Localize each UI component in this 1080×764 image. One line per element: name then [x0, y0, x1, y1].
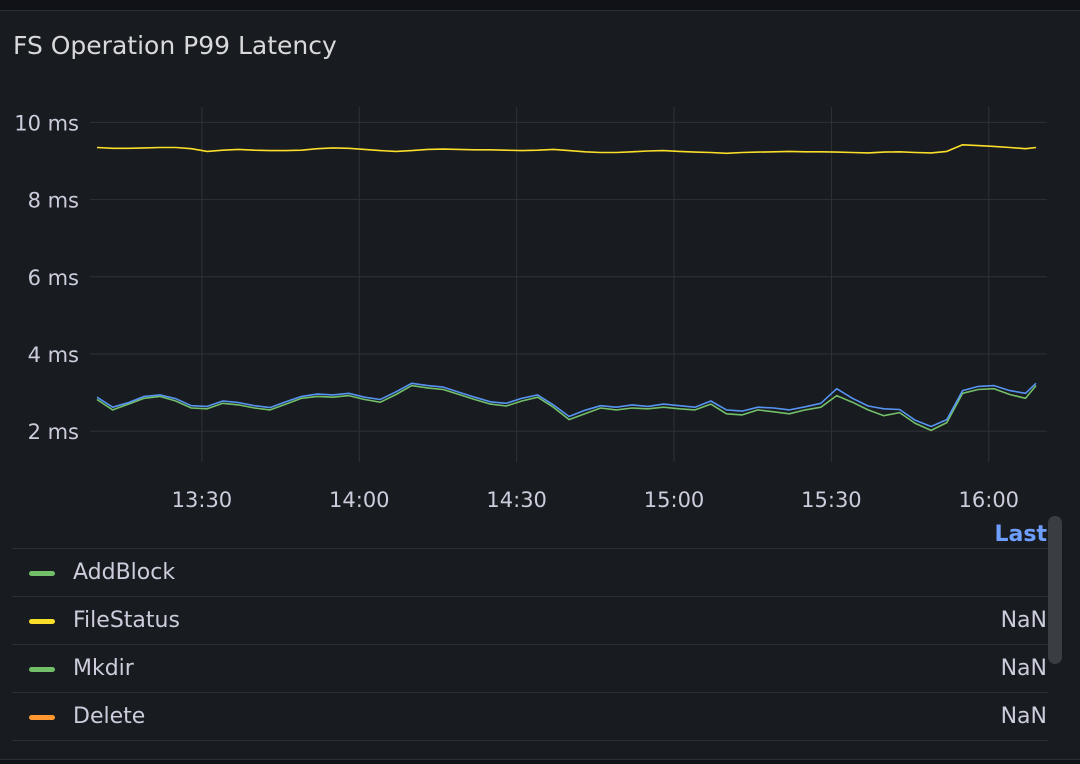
x-tick-label: 15:00: [644, 488, 705, 512]
x-tick-label: 13:30: [172, 488, 233, 512]
legend-label-addblock: AddBlock: [73, 560, 176, 585]
legend-swatch-addblock: [29, 571, 55, 576]
series-line-filestatus: [96, 144, 1037, 155]
legend-scrollbar[interactable]: [1048, 516, 1062, 664]
y-tick-label: 2 ms: [28, 420, 79, 444]
legend-item-filestatus[interactable]: FileStatus NaN: [12, 597, 1048, 645]
legend-last-mkdir: NaN: [1000, 656, 1047, 681]
legend-swatch-filestatus: [29, 619, 55, 624]
legend-label-mkdir: Mkdir: [73, 656, 134, 681]
x-tick-label: 15:30: [801, 488, 862, 512]
legend-last-filestatus: NaN: [1000, 608, 1047, 633]
y-tick-label: 8 ms: [28, 189, 79, 213]
x-tick-label: 14:30: [486, 488, 547, 512]
legend-label-delete: Delete: [73, 704, 146, 729]
chart-panel: FS Operation P99 Latency: [0, 10, 1080, 760]
legend-item-delete[interactable]: Delete NaN: [12, 693, 1048, 741]
legend-table: Last AddBlock FileStatus NaN Mkdir NaN D…: [12, 512, 1048, 741]
legend-item-mkdir[interactable]: Mkdir NaN: [12, 645, 1048, 693]
y-tick-label: 6 ms: [28, 266, 79, 290]
series-line-addblock: [96, 384, 1037, 432]
legend-swatch-mkdir: [29, 667, 55, 672]
y-tick-label: 4 ms: [28, 343, 79, 367]
legend-header: Last: [12, 512, 1048, 549]
y-tick-label: 10 ms: [14, 111, 79, 135]
legend-sort-last[interactable]: Last: [994, 522, 1047, 547]
legend-label-filestatus: FileStatus: [73, 608, 180, 633]
legend-last-delete: NaN: [1000, 704, 1047, 729]
legend-swatch-delete: [29, 715, 55, 720]
panel-title[interactable]: FS Operation P99 Latency: [13, 31, 337, 60]
legend-item-addblock[interactable]: AddBlock: [12, 549, 1048, 597]
series-line-mkdir: [96, 382, 1037, 428]
x-tick-label: 14:00: [329, 488, 390, 512]
latency-chart[interactable]: 10 ms 8 ms 6 ms 4 ms 2 ms 13:30 14:00 14:30 15:0…: [0, 0, 1080, 520]
x-tick-label: 16:00: [959, 488, 1020, 512]
